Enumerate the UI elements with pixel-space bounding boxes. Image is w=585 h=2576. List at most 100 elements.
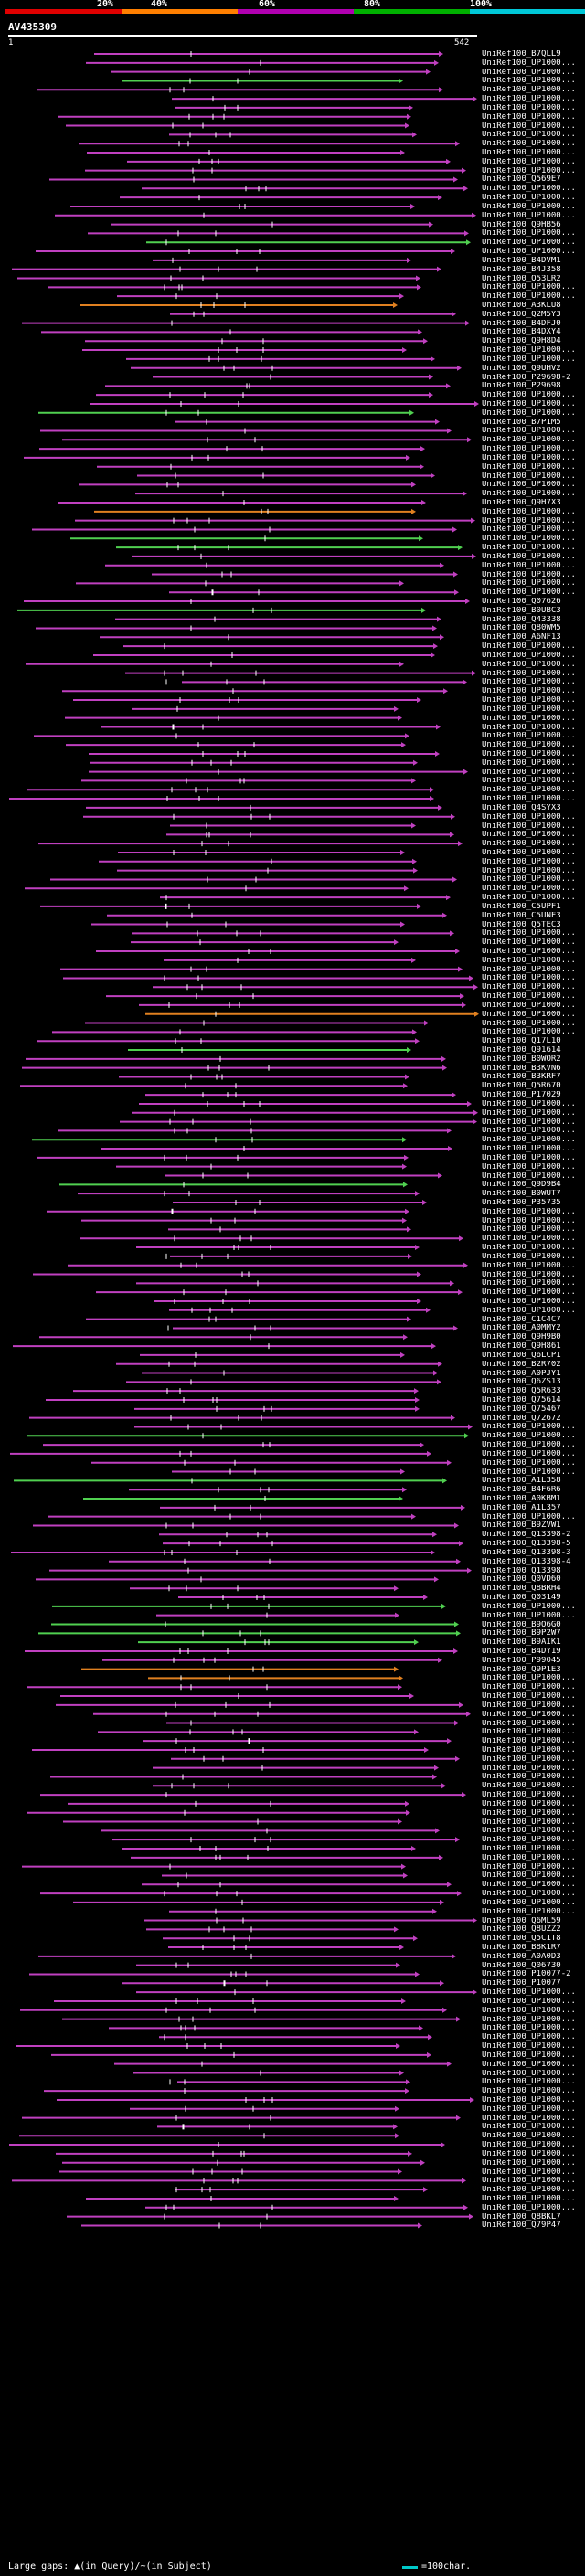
hit-label[interactable]: UniRef100_UP1000... — [482, 1153, 576, 1162]
hit-label[interactable]: UniRef100_UP1000... — [482, 938, 576, 948]
hit-label[interactable]: UniRef100_UP1000... — [482, 1288, 576, 1298]
hit-label[interactable]: UniRef100_UP1000... — [482, 723, 576, 732]
hit-label[interactable]: UniRef100_UP1000... — [482, 1871, 576, 1881]
hit-label[interactable]: UniRef100_UP1000... — [482, 696, 576, 705]
hit-label[interactable]: UniRef100_Q72672 — [482, 1414, 561, 1423]
hit-label[interactable]: UniRef100_A0A0D3 — [482, 1952, 561, 1961]
hit-label[interactable]: UniRef100_UP1000... — [482, 544, 576, 553]
hit-label[interactable]: UniRef100_UP1000... — [482, 490, 576, 499]
hit-label[interactable]: UniRef100_UP1000... — [482, 857, 576, 866]
hit-label[interactable]: UniRef100_P99045 — [482, 1656, 561, 1665]
hit-label[interactable]: UniRef100_UP1000... — [482, 831, 576, 840]
hit-label[interactable]: UniRef100_UP1000... — [482, 651, 576, 660]
hit-label[interactable]: UniRef100_UP1000... — [482, 570, 576, 579]
hit-label[interactable]: UniRef100_UP1000... — [482, 453, 576, 462]
hit-label[interactable]: UniRef100_B4DXY4 — [482, 328, 561, 337]
hit-label[interactable]: UniRef100_UP1000... — [482, 642, 576, 652]
hit-label[interactable]: UniRef100_Q569E7 — [482, 175, 561, 185]
hit-label[interactable]: UniRef100_UP1000... — [482, 660, 576, 669]
hit-label[interactable]: UniRef100_UP1000... — [482, 445, 576, 454]
hit-label[interactable]: UniRef100_C5UPF1 — [482, 902, 561, 911]
hit-label[interactable]: UniRef100_UP1000... — [482, 758, 576, 768]
hit-label[interactable]: UniRef100_UP1000... — [482, 1010, 576, 1019]
hit-label[interactable]: UniRef100_Q4SYX3 — [482, 803, 561, 812]
hit-label[interactable]: UniRef100_B9ZVW1 — [482, 1521, 561, 1531]
hit-label[interactable]: UniRef100_UP1000... — [482, 1602, 576, 1611]
hit-label[interactable]: UniRef100_UP1000... — [482, 2114, 576, 2123]
hit-label[interactable]: UniRef100_UP1000... — [482, 956, 576, 965]
hit-label[interactable]: UniRef100_UP1000... — [482, 1207, 576, 1216]
hit-label[interactable]: UniRef100_UP1000... — [482, 929, 576, 938]
hit-label[interactable]: UniRef100_Q9H9B0 — [482, 1333, 561, 1342]
hit-label[interactable]: UniRef100_UP1000... — [482, 77, 576, 86]
hit-label[interactable]: UniRef100_UP1000... — [482, 355, 576, 364]
hit-label[interactable]: UniRef100_UP1000... — [482, 1764, 576, 1773]
hit-label[interactable]: UniRef100_UP1000... — [482, 472, 576, 481]
hit-label[interactable]: UniRef100_UP1000... — [482, 1468, 576, 1477]
hit-label[interactable]: UniRef100_Q75614 — [482, 1396, 561, 1405]
hit-label[interactable]: UniRef100_UP1000... — [482, 2069, 576, 2078]
hit-label[interactable]: UniRef100_UP1000... — [482, 948, 576, 956]
hit-label[interactable]: UniRef100_Q8UZZ2 — [482, 1925, 561, 1935]
hit-label[interactable]: UniRef100_P10077 — [482, 1979, 561, 1988]
hit-label[interactable]: UniRef100_UP1000... — [482, 1099, 576, 1108]
hit-label[interactable]: UniRef100_Q13398 — [482, 1566, 561, 1575]
hit-label[interactable]: UniRef100_UP1000... — [482, 2042, 576, 2051]
hit-label[interactable]: UniRef100_B4F6R6 — [482, 1486, 561, 1495]
hit-label[interactable]: UniRef100_UP1000... — [482, 1512, 576, 1521]
hit-label[interactable]: UniRef100_Q9D9B4 — [482, 1181, 561, 1190]
hit-label[interactable]: UniRef100_UP1000... — [482, 678, 576, 687]
hit-label[interactable]: UniRef100_UP1000... — [482, 1441, 576, 1450]
hit-label[interactable]: UniRef100_UP1000... — [482, 786, 576, 795]
hit-label[interactable]: UniRef100_UP1000... — [482, 1458, 576, 1468]
hit-label[interactable]: UniRef100_UP1000... — [482, 1683, 576, 1692]
hit-label[interactable]: UniRef100_A3KLU8 — [482, 301, 561, 310]
hit-label[interactable]: UniRef100_UP1000... — [482, 1244, 576, 1253]
hit-label[interactable]: UniRef100_UP1000... — [482, 140, 576, 149]
hit-label[interactable]: UniRef100_Q6ZS13 — [482, 1378, 561, 1387]
hit-label[interactable]: UniRef100_C5UNF3 — [482, 911, 561, 920]
hit-label[interactable]: UniRef100_UP1000... — [482, 875, 576, 885]
hit-label[interactable]: UniRef100_Q8BKL7 — [482, 2212, 561, 2221]
hit-label[interactable]: UniRef100_UP1000... — [482, 2149, 576, 2158]
hit-label[interactable]: UniRef100_UP1000... — [482, 436, 576, 445]
hit-label[interactable]: UniRef100_UP1000... — [482, 2095, 576, 2104]
hit-label[interactable]: UniRef100_B0WUT7 — [482, 1190, 561, 1199]
hit-label[interactable]: UniRef100_UP1000... — [482, 974, 576, 983]
hit-label[interactable]: UniRef100_A0KBM1 — [482, 1495, 561, 1504]
hit-label[interactable]: UniRef100_Q9H8D4 — [482, 337, 561, 346]
hit-label[interactable]: UniRef100_A1L358 — [482, 1477, 561, 1486]
hit-label[interactable]: UniRef100_UP1000... — [482, 1862, 576, 1871]
hit-label[interactable]: UniRef100_Q80WM5 — [482, 624, 561, 633]
hit-label[interactable]: UniRef100_UP1000... — [482, 588, 576, 598]
hit-label[interactable]: UniRef100_Q03149 — [482, 1594, 561, 1603]
hit-label[interactable]: UniRef100_A1L357 — [482, 1503, 561, 1512]
hit-label[interactable]: UniRef100_A0MMY2 — [482, 1324, 561, 1333]
hit-label[interactable]: UniRef100_UP1000... — [482, 579, 576, 588]
hit-label[interactable]: UniRef100_Q13398-5 — [482, 1540, 571, 1549]
hit-label[interactable]: UniRef100_UP1000... — [482, 1279, 576, 1288]
hit-label[interactable]: UniRef100_P17029 — [482, 1091, 561, 1100]
hit-label[interactable]: UniRef100_B9Q6G0 — [482, 1620, 561, 1629]
hit-label[interactable]: UniRef100_UP1000... — [482, 229, 576, 239]
hit-label[interactable]: UniRef100_UP1000... — [482, 1881, 576, 1890]
hit-label[interactable]: UniRef100_UP1000... — [482, 885, 576, 894]
hit-label[interactable]: UniRef100_UP1000... — [482, 2033, 576, 2042]
hit-label[interactable]: UniRef100_Q9H7X3 — [482, 499, 561, 507]
hit-label[interactable]: UniRef100_Q2M5Y3 — [482, 310, 561, 319]
hit-label[interactable]: UniRef100_UP1000... — [482, 408, 576, 418]
hit-label[interactable]: UniRef100_UP1000... — [482, 2087, 576, 2096]
hit-label[interactable]: UniRef100_Q06730 — [482, 1961, 561, 1970]
hit-label[interactable]: UniRef100_UP1000... — [482, 2078, 576, 2087]
hit-label[interactable]: UniRef100_UP1000... — [482, 1745, 576, 1754]
hit-label[interactable]: UniRef100_UP1000... — [482, 741, 576, 750]
hit-label[interactable]: UniRef100_B9P2W7 — [482, 1629, 561, 1638]
hit-label[interactable]: UniRef100_UP1000... — [482, 1297, 576, 1306]
hit-label[interactable]: UniRef100_UP1000... — [482, 561, 576, 570]
hit-label[interactable]: UniRef100_Q75467 — [482, 1405, 561, 1414]
hit-label[interactable]: UniRef100_UP1000... — [482, 391, 576, 400]
hit-label[interactable]: UniRef100_A0PJY1 — [482, 1369, 561, 1378]
hit-label[interactable]: UniRef100_UP1000... — [482, 2177, 576, 2186]
hit-label[interactable]: UniRef100_UP1000... — [482, 2015, 576, 2024]
hit-label[interactable]: UniRef100_UP1000... — [482, 2051, 576, 2060]
